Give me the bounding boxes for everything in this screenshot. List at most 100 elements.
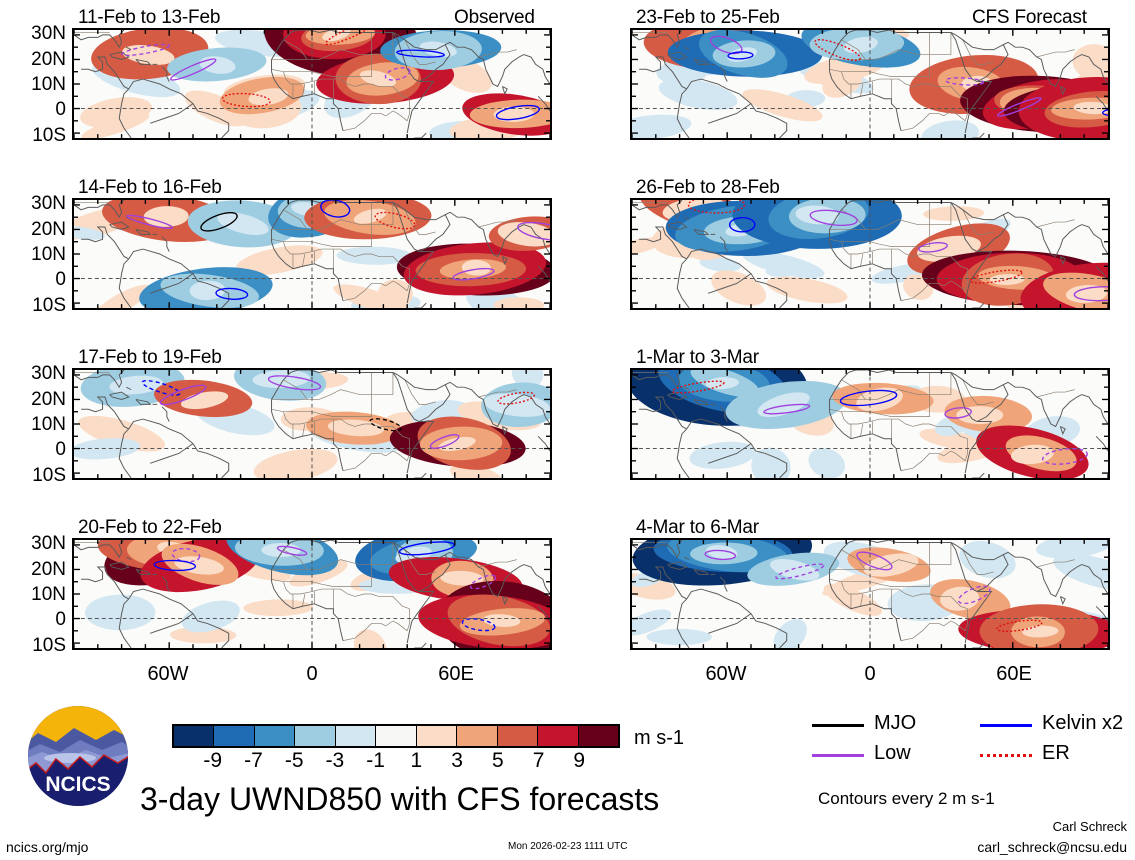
colorbar-swatch <box>375 726 416 746</box>
colorbar-swatch <box>213 726 254 746</box>
y-tick-label: 0 <box>55 439 66 461</box>
y-axis-labels-obs-4: 30N 20N 10N 0 10S <box>0 534 66 655</box>
anomaly-shading-obs-3 <box>74 370 550 478</box>
legend-line-swatch <box>980 724 1032 727</box>
y-tick-label: 20N <box>31 558 66 580</box>
column-header-left: Observed <box>454 7 535 28</box>
legend-line-swatch <box>980 754 1032 757</box>
y-tick-label: 0 <box>55 609 66 631</box>
y-tick-label: 10S <box>32 634 66 656</box>
y-axis-labels-obs-1: 30N 20N 10N 0 10S <box>0 24 66 145</box>
x-axis-labels-fcst-4: 60W 0 60E <box>630 664 1110 690</box>
map-overlay-obs-1 <box>74 30 550 138</box>
site-url-label: ncics.org/mjo <box>6 839 89 855</box>
panel-title-obs-3: 17-Feb to 19-Feb <box>78 347 222 368</box>
panel-title-fcst-4: 4-Mar to 6-Mar <box>636 517 759 538</box>
colorbar-swatch <box>537 726 578 746</box>
map-overlay-obs-3 <box>74 370 550 478</box>
legend-line-swatch <box>812 754 864 757</box>
y-tick-label: 10S <box>32 294 66 316</box>
panel-title-fcst-2: 26-Feb to 28-Feb <box>636 177 780 198</box>
colorbar-swatch <box>174 726 214 746</box>
colorbar-swatch <box>334 726 376 746</box>
y-tick-label: 10N <box>31 74 66 95</box>
colorbar-tick-label: -9 <box>203 749 223 772</box>
x-tick-label: 60E <box>438 663 474 685</box>
y-tick-label: 30N <box>31 193 66 215</box>
map-overlay-fcst-2 <box>632 200 1108 308</box>
x-tick-label: 0 <box>864 663 876 685</box>
y-axis-labels-obs-2: 30N 20N 10N 0 10S <box>0 194 66 315</box>
map-frame-fcst-2 <box>630 198 1110 310</box>
author-email-label: carl_schreck@ncsu.edu <box>977 839 1127 855</box>
map-overlay-fcst-1 <box>632 30 1108 138</box>
y-tick-label: 0 <box>55 269 66 291</box>
colorbar-tick-label: -7 <box>244 749 263 772</box>
map-frame-obs-3 <box>72 368 552 480</box>
ncics-logo: NCICS <box>22 700 134 812</box>
colorbar <box>172 724 620 748</box>
legend-label: Kelvin x2 <box>1042 712 1124 734</box>
map-overlay-fcst-4 <box>632 540 1108 648</box>
page-title: 3-day UWND850 with CFS forecasts <box>140 781 660 817</box>
map-overlay-obs-4 <box>74 540 550 648</box>
colorbar-tick-labels: -9 -7 -5 -3 -1 1 3 5 7 9 <box>172 750 620 774</box>
panel-title-fcst-3: 1-Mar to 3-Mar <box>636 347 759 368</box>
anomaly-shading-obs-1 <box>74 30 550 138</box>
y-tick-label: 30N <box>31 363 66 385</box>
map-frame-obs-1 <box>72 28 552 140</box>
y-tick-label: 20N <box>31 388 66 410</box>
legend-label: Low <box>874 742 911 764</box>
x-tick-label: 60E <box>996 663 1032 685</box>
wave-type-legend: MJO Kelvin x2 Low ER <box>812 712 1124 770</box>
map-overlay-fcst-3 <box>632 370 1108 478</box>
map-frame-obs-4 <box>72 538 552 650</box>
map-frame-obs-2 <box>72 198 552 310</box>
y-tick-label: 30N <box>31 533 66 555</box>
map-frame-fcst-3 <box>630 368 1110 480</box>
colorbar-tick-label: 7 <box>532 749 545 772</box>
legend-label: ER <box>1042 742 1070 764</box>
x-tick-label: 60W <box>705 663 747 685</box>
anomaly-shading-obs-2 <box>74 200 550 308</box>
legend-label: MJO <box>874 712 917 734</box>
map-frame-fcst-4 <box>630 538 1110 650</box>
colorbar-tick-label: 9 <box>573 749 586 772</box>
ncics-logo-text: NCICS <box>45 773 110 796</box>
colorbar-swatch <box>577 726 618 746</box>
panel-title-obs-2: 14-Feb to 16-Feb <box>78 177 222 198</box>
y-tick-label: 10S <box>32 464 66 486</box>
anomaly-shading-obs-4 <box>74 540 550 648</box>
legend-line-swatch <box>812 724 864 727</box>
y-tick-label: 10N <box>31 584 66 605</box>
anomaly-shading-fcst-2 <box>632 200 1108 308</box>
panel-title-fcst-1: 23-Feb to 25-Feb <box>636 7 780 28</box>
colorbar-tick-label: 5 <box>491 749 504 772</box>
x-axis-labels-obs-4: 60W 0 60E <box>72 664 552 690</box>
colorbar-tick-label: -5 <box>284 749 304 772</box>
x-tick-label: 0 <box>306 663 318 685</box>
colorbar-swatch <box>456 726 497 746</box>
map-frame-fcst-1 <box>630 28 1110 140</box>
panel-title-obs-1: 11-Feb to 13-Feb <box>78 7 221 28</box>
colorbar-swatch <box>253 726 295 746</box>
contour-interval-note: Contours every 2 m s-1 <box>818 789 995 808</box>
map-overlay-obs-2 <box>74 200 550 308</box>
colorbar-tick-label: -1 <box>366 749 385 772</box>
column-header-right: CFS Forecast <box>972 7 1087 28</box>
y-axis-labels-obs-3: 30N 20N 10N 0 10S <box>0 364 66 485</box>
x-tick-label: 60W <box>147 663 189 685</box>
colorbar-tick-label: 1 <box>410 749 423 772</box>
anomaly-shading-fcst-4 <box>632 540 1108 648</box>
y-tick-label: 10N <box>31 244 66 265</box>
y-tick-label: 10S <box>32 124 66 146</box>
anomaly-shading-fcst-1 <box>632 30 1108 138</box>
colorbar-tick-label: 3 <box>451 749 463 772</box>
colorbar-swatch <box>496 726 538 746</box>
y-tick-label: 20N <box>31 48 66 70</box>
y-tick-label: 10N <box>31 414 66 435</box>
colorbar-swatch <box>415 726 457 746</box>
y-tick-label: 20N <box>31 218 66 240</box>
colorbar-units-label: m s-1 <box>634 727 684 749</box>
panel-title-obs-4: 20-Feb to 22-Feb <box>78 517 222 538</box>
